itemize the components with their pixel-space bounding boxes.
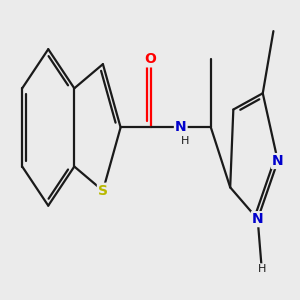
Text: H: H bbox=[181, 136, 189, 146]
Text: H: H bbox=[258, 264, 266, 274]
Text: N: N bbox=[252, 212, 263, 226]
Text: N: N bbox=[175, 120, 187, 134]
Text: S: S bbox=[98, 184, 108, 198]
Text: N: N bbox=[272, 154, 284, 168]
Text: O: O bbox=[145, 52, 157, 66]
